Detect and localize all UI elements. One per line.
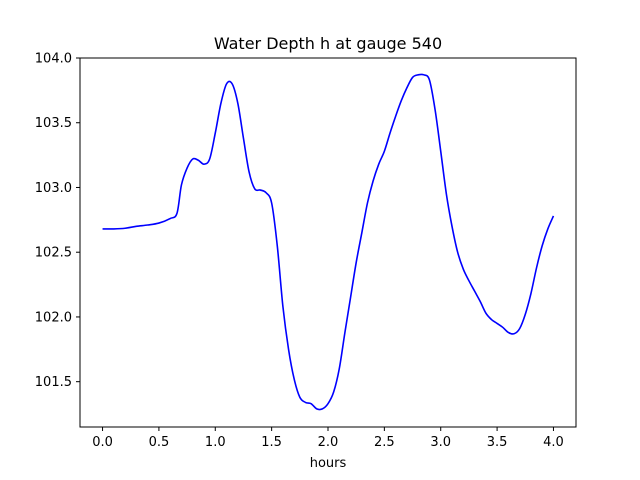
chart-title: Water Depth h at gauge 540 [214, 34, 442, 53]
y-axis: 101.5 102.0 102.5 103.0 103.5 104.0 [35, 52, 80, 390]
x-tick-label: 0.0 [92, 435, 113, 450]
x-axis-label: hours [310, 456, 347, 471]
x-tick-label: 1.5 [261, 435, 282, 450]
x-tick-label: 4.0 [543, 435, 564, 450]
y-tick-label: 102.0 [35, 310, 72, 325]
y-tick-label: 102.5 [35, 246, 72, 261]
plot-area [102, 73, 555, 411]
x-tick-label: 0.5 [149, 435, 170, 450]
x-tick-label: 3.5 [487, 435, 508, 450]
series-line [102, 73, 555, 411]
y-tick-label: 104.0 [35, 52, 72, 67]
y-tick-label: 103.0 [35, 181, 72, 196]
x-tick-label: 2.0 [318, 435, 339, 450]
x-tick-label: 3.0 [430, 435, 451, 450]
x-axis: 0.0 0.5 1.0 1.5 2.0 2.5 3.0 3.5 4.0 [92, 427, 564, 450]
x-tick-label: 1.0 [205, 435, 226, 450]
y-tick-label: 103.5 [35, 116, 72, 131]
x-tick-label: 2.5 [374, 435, 395, 450]
y-tick-label: 101.5 [35, 375, 72, 390]
